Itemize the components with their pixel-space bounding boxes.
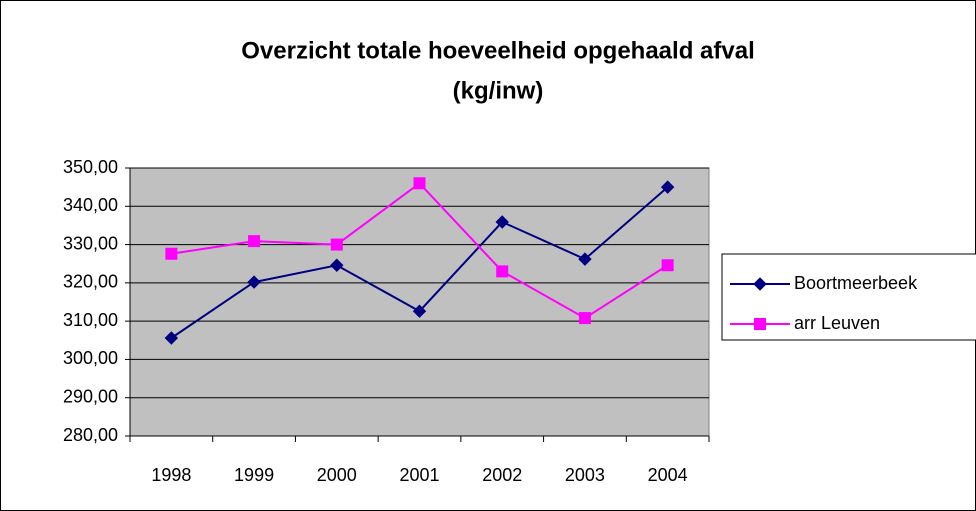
point <box>330 238 343 251</box>
legend-marker <box>753 277 767 291</box>
y-tick-label: 280,00 <box>63 425 118 445</box>
legend-marker <box>754 318 766 330</box>
y-tick-label: 300,00 <box>63 348 118 368</box>
chart-title: Overzicht totale hoeveelheid opgehaald a… <box>241 37 754 64</box>
y-tick-label: 290,00 <box>63 386 118 406</box>
point <box>495 215 509 229</box>
y-tick-label: 310,00 <box>63 310 118 330</box>
legend-label: arr Leuven <box>794 313 880 333</box>
x-tick-label: 2004 <box>648 465 688 485</box>
point <box>330 258 344 272</box>
x-tick-label: 2003 <box>565 465 605 485</box>
point <box>165 247 178 260</box>
point <box>578 252 592 266</box>
point <box>412 304 427 318</box>
point <box>578 312 591 325</box>
point <box>164 331 179 345</box>
x-tick-label: 1999 <box>234 465 274 485</box>
y-tick-label: 350,00 <box>63 157 118 177</box>
y-tick-label: 330,00 <box>63 233 118 253</box>
point <box>660 180 675 194</box>
point <box>496 265 509 278</box>
point <box>247 275 261 289</box>
x-tick-label: 2001 <box>399 465 439 485</box>
point <box>413 177 426 190</box>
x-tick-label: 1998 <box>151 465 191 485</box>
point <box>661 259 674 272</box>
x-tick-label: 2002 <box>482 465 522 485</box>
plot-area <box>129 167 710 437</box>
point <box>248 235 261 248</box>
chart-title: (kg/inw) <box>453 77 544 104</box>
y-tick-label: 340,00 <box>63 195 118 215</box>
y-tick-label: 320,00 <box>63 272 118 292</box>
legend-label: Boortmeerbeek <box>794 273 918 293</box>
x-tick-label: 2000 <box>317 465 357 485</box>
